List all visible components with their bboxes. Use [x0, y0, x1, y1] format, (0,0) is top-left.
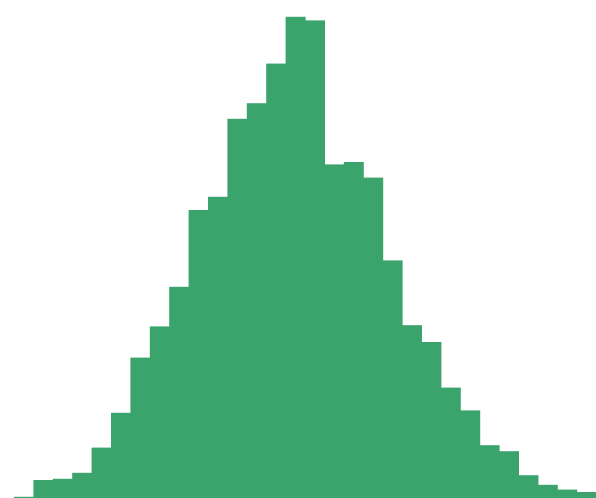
histogram-bar [14, 496, 34, 498]
histogram-bar [246, 103, 267, 498]
histogram-bar [305, 20, 325, 498]
histogram-bar [227, 118, 248, 498]
histogram-bars [14, 16, 596, 498]
histogram-bar [537, 484, 558, 498]
histogram-bar [72, 472, 93, 498]
histogram-bar [130, 357, 151, 498]
histogram-bar [343, 162, 364, 498]
histogram-bar [266, 63, 287, 498]
histogram-bar [557, 489, 578, 498]
histogram-bar [111, 412, 131, 498]
histogram-bar [402, 325, 422, 498]
histogram-bar [188, 210, 209, 498]
histogram-bar [499, 451, 519, 498]
histogram-bar [479, 445, 500, 498]
histogram-bar [52, 478, 73, 498]
histogram-bar [324, 164, 345, 498]
histogram-bar [285, 16, 306, 498]
histogram-bar [440, 387, 461, 498]
histogram-bar [518, 475, 539, 498]
histogram-bar [460, 410, 481, 498]
histogram-bar [363, 177, 384, 498]
histogram-bar [91, 447, 112, 498]
histogram-bar [208, 196, 228, 498]
histogram-bar [33, 480, 54, 498]
histogram-bar [149, 326, 170, 498]
histogram-bar [421, 342, 442, 498]
histogram-bar [382, 260, 403, 498]
histogram-bar [576, 492, 596, 498]
histogram-bar [169, 286, 190, 498]
